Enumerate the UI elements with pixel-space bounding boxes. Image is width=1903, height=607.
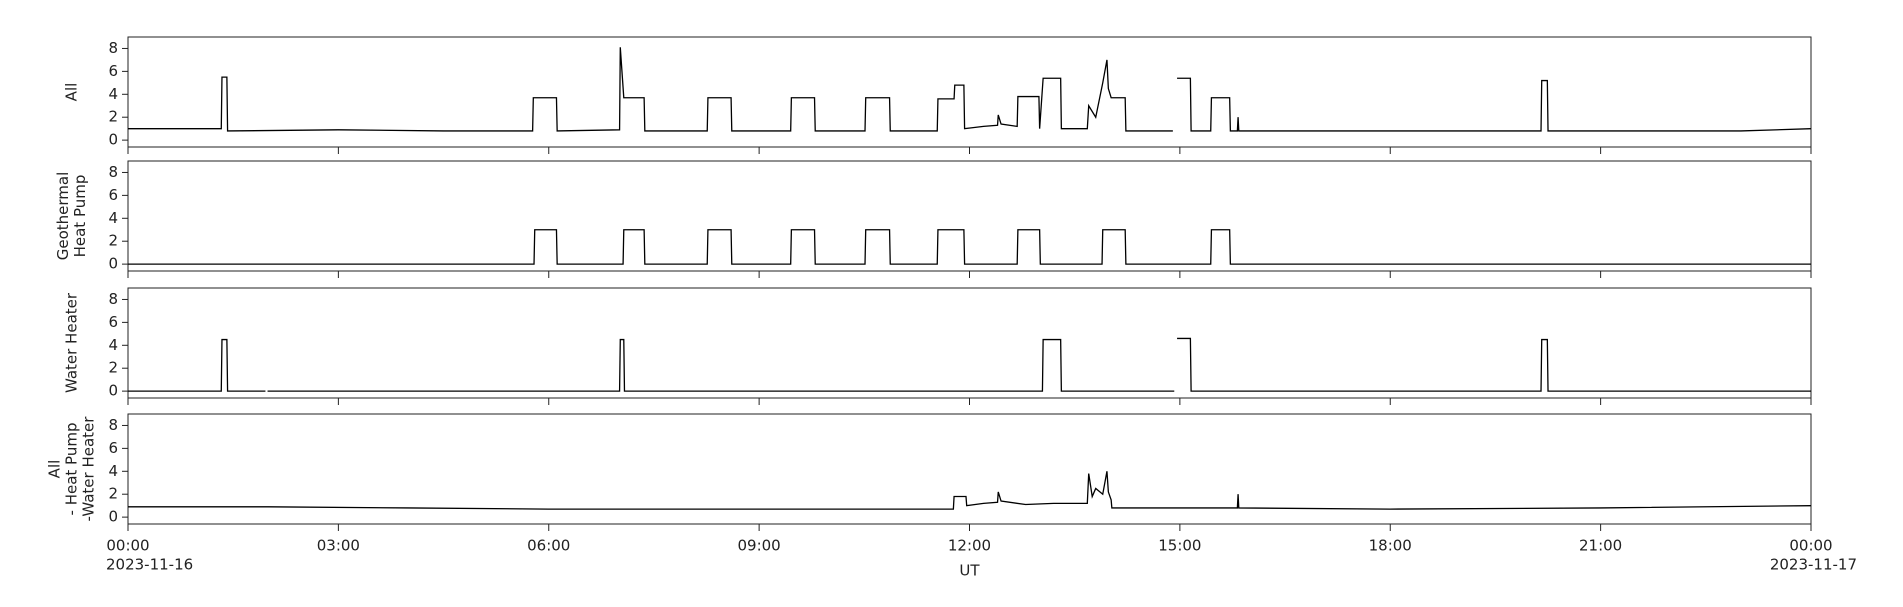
x-tick-label: 18:00: [1369, 537, 1412, 555]
y-axis-label: All: [63, 83, 81, 102]
data-line: [128, 337, 1811, 392]
y-tick-label: 2: [108, 232, 118, 250]
x-tick-label: 12:00: [948, 537, 991, 555]
y-tick-label: 0: [108, 131, 118, 149]
y-tick-label: 6: [108, 186, 118, 204]
x-tick-label: 06:00: [527, 537, 570, 555]
y-tick-label: 6: [108, 439, 118, 457]
x-tick-label: 00:00: [1789, 537, 1832, 555]
x-tick-label: 00:00: [106, 537, 149, 555]
y-tick-label: 8: [108, 163, 118, 181]
x-tick-label: 03:00: [317, 537, 360, 555]
y-tick-label: 0: [108, 508, 118, 526]
data-line: [128, 47, 1812, 132]
x-date-label: 2023-11-16: [106, 556, 193, 574]
y-axis-label: Geothermal: [54, 172, 72, 261]
y-tick-label: 8: [108, 416, 118, 434]
y-tick-label: 4: [108, 209, 118, 227]
y-tick-label: 2: [108, 485, 118, 503]
x-tick-label: 21:00: [1579, 537, 1622, 555]
y-axis-label: Water Heater: [63, 292, 81, 393]
y-tick-label: 0: [108, 255, 118, 273]
panel-frame: [127, 287, 1812, 399]
x-tick-label: 09:00: [738, 537, 781, 555]
y-tick-label: 8: [108, 290, 118, 308]
x-date-label: 2023-11-17: [1770, 556, 1857, 574]
y-axis-label: - Heat Pump: [63, 423, 81, 516]
y-tick-label: 6: [108, 313, 118, 331]
y-tick-label: 4: [108, 336, 118, 354]
data-line: [128, 229, 1811, 265]
y-tick-label: 4: [108, 462, 118, 480]
y-axis-label: All: [46, 460, 64, 479]
y-axis-label: Heat Pump: [71, 175, 89, 258]
y-tick-label: 6: [108, 62, 118, 80]
x-axis-label: UT: [959, 562, 980, 580]
y-tick-label: 8: [108, 39, 118, 57]
x-tick-label: 15:00: [1158, 537, 1201, 555]
y-tick-label: 0: [108, 382, 118, 400]
y-tick-label: 2: [108, 359, 118, 377]
panel-frame: [127, 160, 1812, 272]
data-line: [128, 471, 1812, 510]
y-axis-label: -Water Heater: [80, 416, 98, 522]
y-tick-label: 4: [108, 85, 118, 103]
y-tick-label: 2: [108, 108, 118, 126]
